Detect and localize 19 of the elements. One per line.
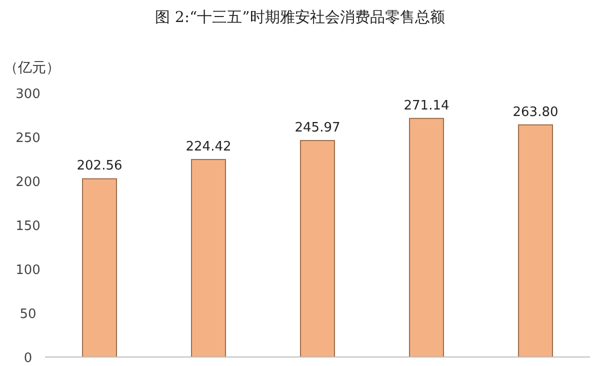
y-tick-label: 0: [24, 351, 32, 366]
y-axis-title: （亿元）: [4, 60, 60, 76]
bar: [518, 124, 553, 358]
bar: [409, 118, 444, 358]
y-tick-label: 100: [16, 263, 40, 278]
bar: [300, 140, 335, 358]
y-tick-label: 250: [16, 131, 40, 146]
y-tick-label: 200: [16, 175, 40, 190]
chart-title: 图 2:“十三五”时期雅安社会消费品零售总额: [155, 8, 445, 26]
bar: [82, 178, 117, 358]
y-tick-label: 300: [16, 87, 40, 102]
data-label: 202.56: [76, 158, 122, 174]
y-tick-label: 150: [16, 219, 40, 234]
data-label: 271.14: [404, 98, 450, 114]
data-label: 245.97: [294, 120, 340, 136]
data-label: 224.42: [186, 140, 232, 155]
bar: [191, 159, 226, 358]
data-label: 263.80: [512, 104, 558, 120]
y-tick-label: 50: [20, 307, 36, 322]
